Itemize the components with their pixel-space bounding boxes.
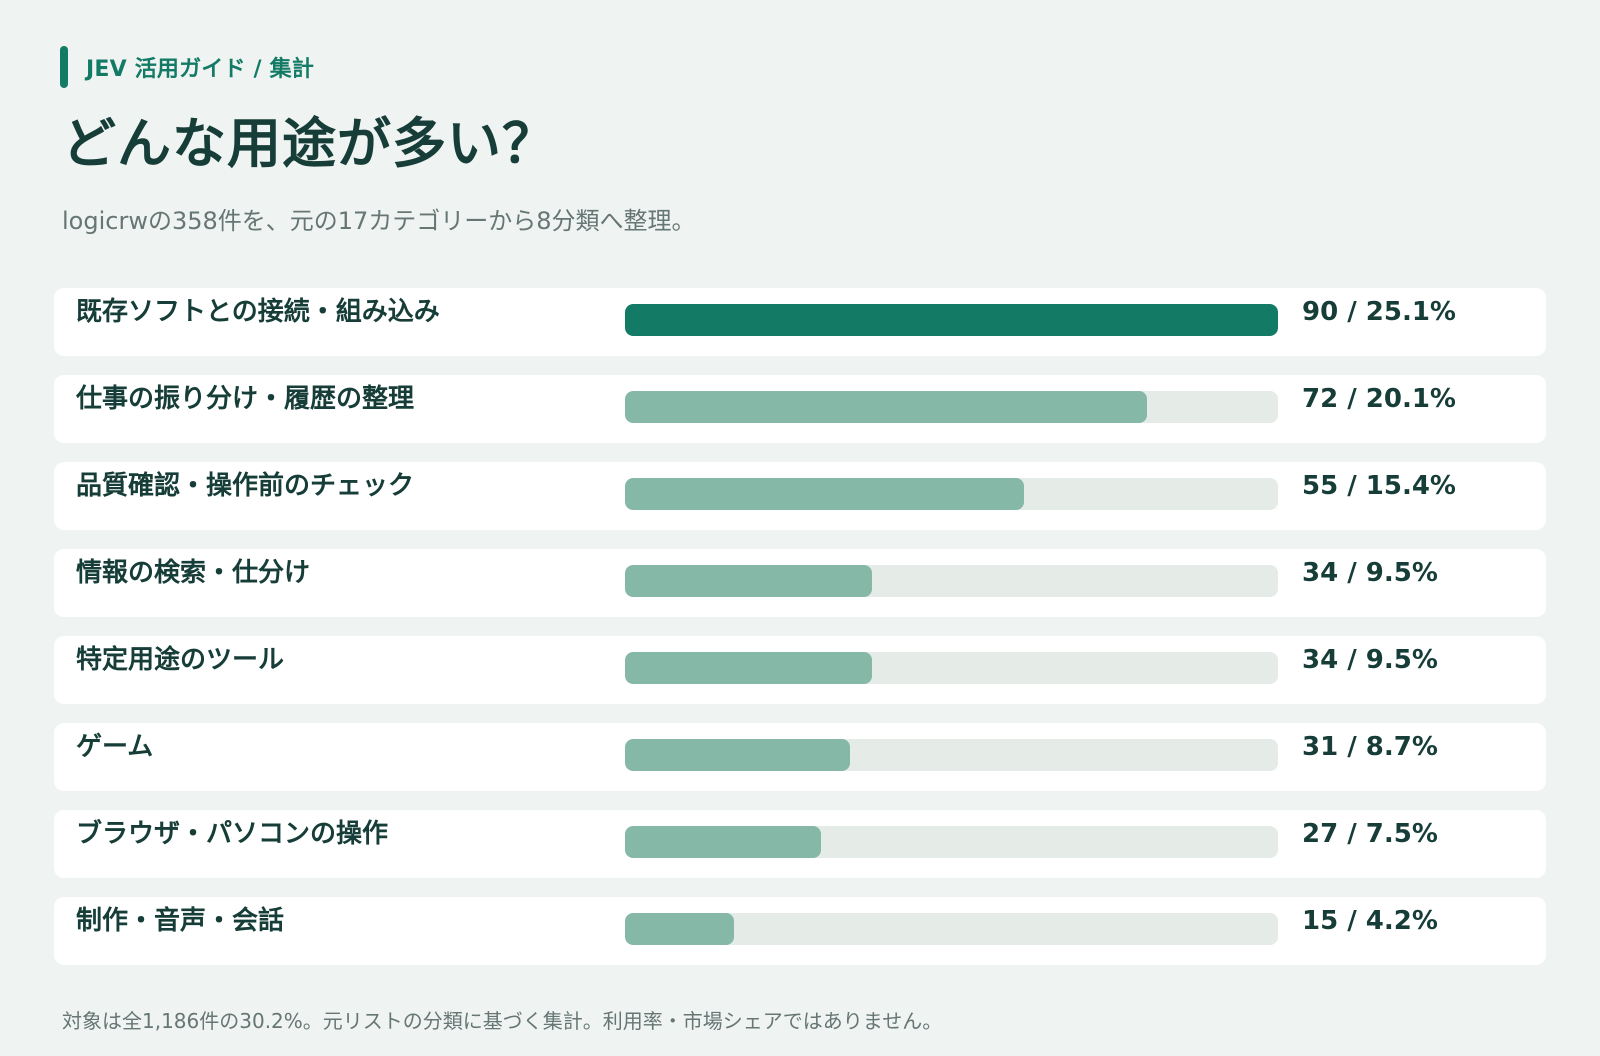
bar-track xyxy=(625,913,1278,945)
chart-row: 仕事の振り分け・履歴の整理 72 / 20.1% xyxy=(54,375,1546,443)
bar xyxy=(625,478,1025,510)
bar xyxy=(625,565,872,597)
bar xyxy=(625,826,821,858)
bar xyxy=(625,913,734,945)
bar-track xyxy=(625,565,1278,597)
category-label: ブラウザ・パソコンの操作 xyxy=(76,819,389,849)
bar xyxy=(625,391,1148,423)
bar xyxy=(625,739,850,771)
value-label: 72 / 20.1% xyxy=(1302,384,1456,414)
category-label: 制作・音声・会話 xyxy=(76,906,285,936)
breadcrumb: JEV 活用ガイド / 集計 xyxy=(60,46,314,88)
chart-row: ブラウザ・パソコンの操作 27 / 7.5% xyxy=(54,810,1546,878)
bar-track xyxy=(625,652,1278,684)
value-label: 27 / 7.5% xyxy=(1302,819,1438,849)
value-label: 34 / 9.5% xyxy=(1302,558,1438,588)
value-label: 34 / 9.5% xyxy=(1302,645,1438,675)
value-label: 31 / 8.7% xyxy=(1302,732,1438,762)
chart-row: 情報の検索・仕分け 34 / 9.5% xyxy=(54,549,1546,617)
category-label: 品質確認・操作前のチェック xyxy=(76,471,415,501)
bar-track xyxy=(625,826,1278,858)
bar-chart: 既存ソフトとの接続・組み込み 90 / 25.1% 仕事の振り分け・履歴の整理 72 … xyxy=(54,288,1546,984)
chart-row: 制作・音声・会話 15 / 4.2% xyxy=(54,897,1546,965)
category-label: 特定用途のツール xyxy=(76,645,285,675)
breadcrumb-text: JEV 活用ガイド / 集計 xyxy=(86,57,315,82)
category-label: 情報の検索・仕分け xyxy=(76,558,311,588)
chart-row: 特定用途のツール 34 / 9.5% xyxy=(54,636,1546,704)
page-title: どんな用途が多い？ xyxy=(62,112,557,175)
bar-track xyxy=(625,391,1278,423)
bar xyxy=(625,304,1278,336)
bar-track xyxy=(625,739,1278,771)
category-label: ゲーム xyxy=(76,732,154,762)
page-subtitle: logicrwの358件を、元の17カテゴリーから8分類へ整理。 xyxy=(62,207,696,235)
breadcrumb-accent-bar xyxy=(60,46,68,88)
value-label: 55 / 15.4% xyxy=(1302,471,1456,501)
bar-track xyxy=(625,304,1278,336)
bar xyxy=(625,652,872,684)
category-label: 仕事の振り分け・履歴の整理 xyxy=(76,384,415,414)
chart-row: 既存ソフトとの接続・組み込み 90 / 25.1% xyxy=(54,288,1546,356)
chart-row: 品質確認・操作前のチェック 55 / 15.4% xyxy=(54,462,1546,530)
value-label: 90 / 25.1% xyxy=(1302,297,1456,327)
value-label: 15 / 4.2% xyxy=(1302,906,1438,936)
chart-row: ゲーム 31 / 8.7% xyxy=(54,723,1546,791)
footnote: 対象は全1,186件の30.2%。元リストの分類に基づく集計。利用率・市場シェア… xyxy=(62,1009,943,1033)
bar-track xyxy=(625,478,1278,510)
category-label: 既存ソフトとの接続・組み込み xyxy=(76,297,440,327)
